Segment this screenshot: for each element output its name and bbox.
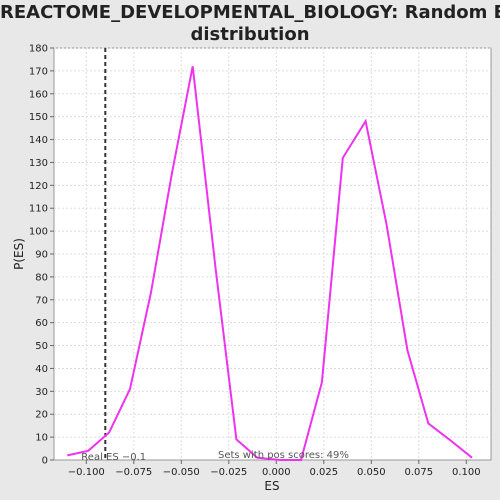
y-tick-label: 150 [29, 112, 48, 123]
y-tick-label: 100 [29, 227, 48, 238]
y-tick-label: 140 [29, 135, 48, 146]
y-tick-label: 110 [29, 204, 48, 215]
y-tick-label: 50 [35, 341, 48, 352]
pos-scores-annotation: Sets with pos scores: 49% [218, 450, 349, 461]
y-tick-label: 60 [35, 318, 48, 329]
y-tick-label: 160 [29, 89, 48, 100]
series-line [67, 66, 473, 461]
x-tick-label: −0.075 [115, 467, 152, 478]
y-tick-label: 90 [35, 250, 48, 261]
x-tick-label: 0.025 [309, 467, 338, 478]
real-es-label: Real ES −0.1 [81, 452, 146, 463]
x-axis-label: ES [264, 479, 279, 493]
y-tick-label: 20 [35, 410, 48, 421]
x-tick-label: −0.100 [68, 467, 105, 478]
grid [54, 47, 491, 460]
y-tick-label: 10 [35, 433, 48, 444]
y-tick-label: 170 [29, 66, 48, 77]
y-tick-label: 30 [35, 387, 48, 398]
y-tick-label: 130 [29, 158, 48, 169]
y-tick-label: 40 [35, 364, 48, 375]
x-tick-label: 0.000 [262, 467, 291, 478]
y-axis-ticks: 0 10 20 30 40 50 60 70 80 90 100 110 120 130 140 150 160… [29, 44, 54, 467]
x-tick-label: 0.100 [452, 467, 481, 478]
y-tick-label: 120 [29, 181, 48, 192]
chart-title-line-1: REACTOME_DEVELOPMENTAL_BIOLOGY: Random E… [0, 2, 500, 23]
y-axis-label: P(ES) [12, 238, 26, 270]
x-tick-label: −0.025 [210, 467, 247, 478]
x-tick-label: 0.050 [357, 467, 386, 478]
y-tick-label: 80 [35, 272, 48, 283]
chart-title-line-2: distribution [190, 24, 310, 45]
x-tick-label: −0.050 [163, 467, 200, 478]
x-axis-ticks: −0.100 −0.075 −0.050 −0.025 0.000 0.025 0.050 0… [68, 460, 481, 478]
x-tick-label: 0.075 [404, 467, 433, 478]
y-tick-label: 180 [29, 44, 48, 55]
y-tick-label: 0 [42, 456, 48, 467]
y-tick-label: 70 [35, 295, 48, 306]
chart-title: REACTOME_DEVELOPMENTAL_BIOLOGY: Random E… [0, 2, 500, 46]
